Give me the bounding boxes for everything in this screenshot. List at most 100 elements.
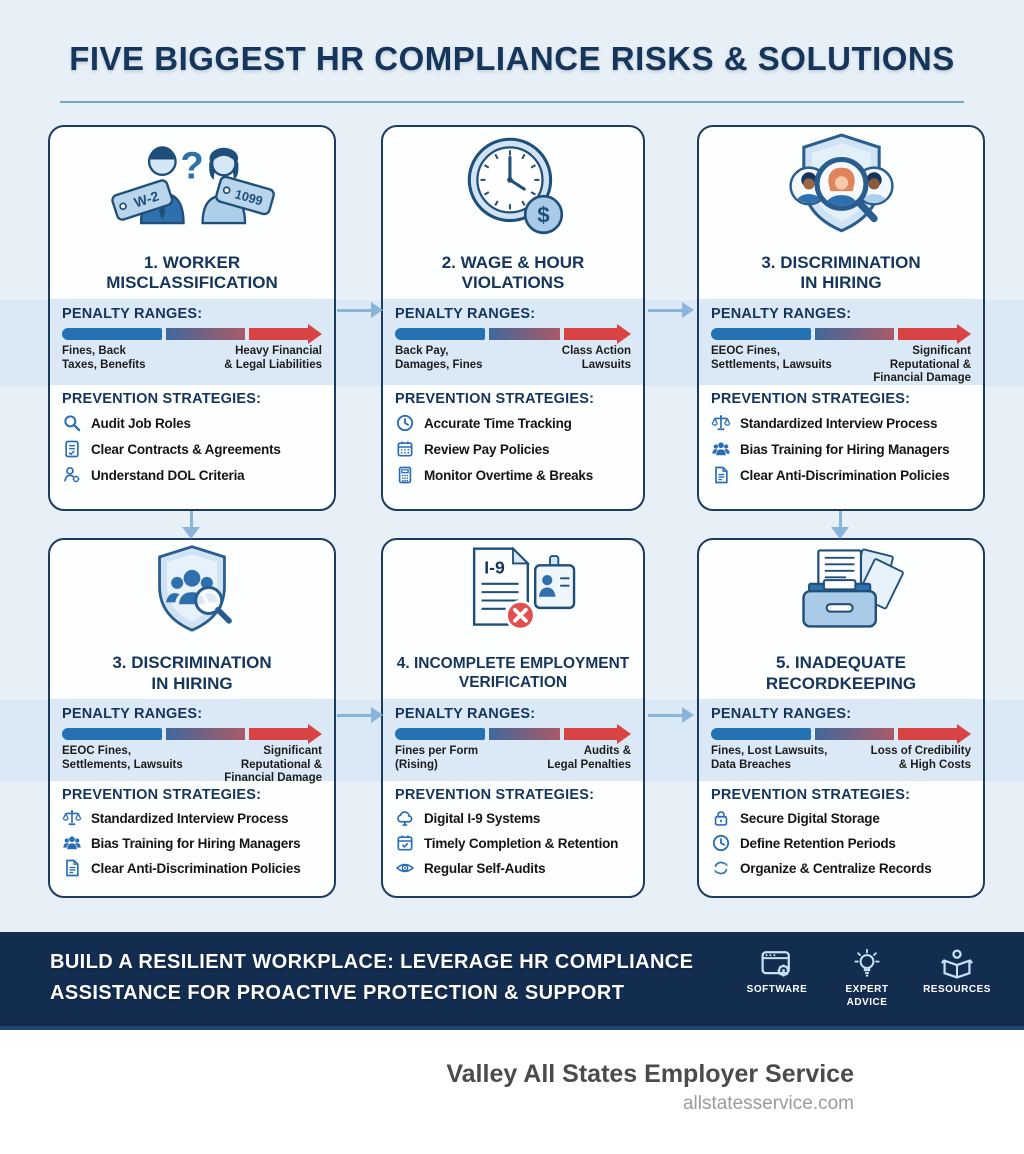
strategy-row: Define Retention Periods xyxy=(711,833,971,853)
svg-text:I-9: I-9 xyxy=(484,558,505,578)
card-title: 4. INCOMPLETE EMPLOYMENT VERIFICATION xyxy=(396,655,630,691)
penalty-heading: PENALTY RANGES: xyxy=(395,706,536,722)
cloud-icon xyxy=(395,808,415,828)
i9-verification-icon: I-9 xyxy=(472,546,576,631)
penalty-gradient-arrow xyxy=(62,323,322,344)
website-url: allstatesservice.com xyxy=(682,1093,854,1114)
strategy-label: Clear Anti-Discrimination Policies xyxy=(740,467,950,483)
strategy-row: Accurate Time Tracking xyxy=(395,413,631,433)
search-icon xyxy=(62,413,82,433)
strategy-row: Bias Training for Hiring Managers xyxy=(62,833,322,853)
scales-icon xyxy=(62,808,82,828)
risk-card-6-recordkeeping: 5. INADEQUATE RECORDKEEPING PENALTY RANG… xyxy=(697,538,985,898)
clock-icon xyxy=(395,413,415,433)
title-underline xyxy=(60,101,964,103)
eye-icon xyxy=(395,858,415,878)
svg-text:$: $ xyxy=(537,203,550,228)
prevention-heading: PREVENTION STRATEGIES: xyxy=(711,787,911,803)
strategy-label: Define Retention Periods xyxy=(740,835,896,851)
people-group-icon xyxy=(62,833,82,853)
book-reader-icon xyxy=(940,948,974,980)
penalty-heading: PENALTY RANGES: xyxy=(62,706,203,722)
scales-icon xyxy=(711,413,731,433)
penalty-section: PENALTY RANGES: Fines, Lost Lawsuits, Da… xyxy=(699,699,983,781)
risk-card-3-discrimination: 3. DISCRIMINATION IN HIRING PENALTY RANG… xyxy=(697,125,985,511)
penalty-low-label: EEOC Fines, Settlements, Lawsuits xyxy=(711,345,832,371)
shield-candidates-icon xyxy=(788,133,894,233)
penalty-high-label: Audits & Legal Penalties xyxy=(547,745,631,771)
lightbulb-icon xyxy=(850,948,884,980)
penalty-heading: PENALTY RANGES: xyxy=(395,306,536,322)
strategy-row: Standardized Interview Process xyxy=(711,413,971,433)
policy-document-icon xyxy=(62,858,82,878)
contract-icon xyxy=(62,439,82,459)
strategy-label: Bias Training for Hiring Managers xyxy=(91,835,301,851)
service-item-expert-advice: EXPERT ADVICE xyxy=(830,948,904,1009)
strategy-row: Monitor Overtime & Breaks xyxy=(395,465,631,485)
penalty-high-label: Heavy Financial & Legal Liabilities xyxy=(224,345,322,371)
risk-card-2-wage-hour: $ 2. WAGE & HOUR VIOLATIONS PENALTY RANG… xyxy=(381,125,645,511)
prevention-section: PREVENTION STRATEGIES: Accurate Time Tra… xyxy=(383,385,643,485)
strategy-row: Timely Completion & Retention xyxy=(395,833,631,853)
strategy-row: Regular Self-Audits xyxy=(395,858,631,878)
card-title: 2. WAGE & HOUR VIOLATIONS xyxy=(441,252,585,292)
page-title: FIVE BIGGEST HR COMPLIANCE RISKS & SOLUT… xyxy=(69,40,955,77)
strategy-label: Review Pay Policies xyxy=(424,441,550,457)
strategy-label: Regular Self-Audits xyxy=(424,860,546,876)
policy-document-icon xyxy=(711,465,731,485)
strategy-label: Accurate Time Tracking xyxy=(424,415,572,431)
strategy-row: Digital I-9 Systems xyxy=(395,808,631,828)
strategy-label: Monitor Overtime & Breaks xyxy=(424,467,594,483)
strategy-row: Organize & Centralize Records xyxy=(711,858,971,878)
service-item-label: EXPERT ADVICE xyxy=(845,984,889,1008)
calendar-icon xyxy=(395,439,415,459)
strategy-label: Secure Digital Storage xyxy=(740,810,880,826)
people-group-icon xyxy=(711,439,731,459)
prevention-section: PREVENTION STRATEGIES: Standardized Inte… xyxy=(50,781,334,878)
svg-text:W-2: W-2 xyxy=(132,188,161,210)
service-items: SOFTWARE EXPERT ADVICE RESOURCES xyxy=(740,948,994,1009)
prevention-section: PREVENTION STRATEGIES: Digital I-9 Syste… xyxy=(383,781,643,878)
penalty-high-label: Class Action Lawsuits xyxy=(561,345,631,371)
card-title: 3. DISCRIMINATION IN HIRING xyxy=(761,252,921,292)
strategy-label: Organize & Centralize Records xyxy=(740,860,932,876)
card-title: 1. WORKER MISCLASSIFICATION xyxy=(106,252,278,292)
penalty-section: PENALTY RANGES: EEOC Fines, Settlements,… xyxy=(50,699,334,784)
penalty-gradient-arrow xyxy=(711,323,971,344)
penalty-low-label: Back Pay, Damages, Fines xyxy=(395,345,483,371)
strategy-label: Standardized Interview Process xyxy=(91,810,289,826)
prevention-section: PREVENTION STRATEGIES: Secure Digital St… xyxy=(699,781,983,878)
prevention-heading: PREVENTION STRATEGIES: xyxy=(395,391,595,407)
penalty-section: PENALTY RANGES: EEOC Fines, Settlements,… xyxy=(699,299,983,385)
penalty-heading: PENALTY RANGES: xyxy=(711,706,852,722)
service-item-label: RESOURCES xyxy=(923,984,991,995)
footer: Valley All States Employer Service allst… xyxy=(0,1030,1024,1154)
prevention-heading: PREVENTION STRATEGIES: xyxy=(62,787,262,803)
cta-line1: BUILD A RESILIENT WORKPLACE: LEVERAGE HR… xyxy=(50,951,694,973)
strategy-row: Secure Digital Storage xyxy=(711,808,971,828)
arrow-right-icon xyxy=(648,707,695,724)
service-item-label: SOFTWARE xyxy=(746,984,808,995)
penalty-low-label: Fines per Form (Rising) xyxy=(395,745,479,771)
card-title: 3. DISCRIMINATION IN HIRING xyxy=(112,653,272,693)
strategy-label: Understand DOL Criteria xyxy=(91,467,245,483)
svg-text:?: ? xyxy=(180,145,203,188)
prevention-section: PREVENTION STRATEGIES: Audit Job Roles C… xyxy=(50,385,334,485)
strategy-label: Clear Contracts & Agreements xyxy=(91,441,281,457)
penalty-low-label: Fines, Lost Lawsuits, Data Breaches xyxy=(711,745,828,771)
strategy-label: Timely Completion & Retention xyxy=(424,835,619,851)
cta-banner: BUILD A RESILIENT WORKPLACE: LEVERAGE HR… xyxy=(0,932,1024,1030)
strategy-row: Clear Contracts & Agreements xyxy=(62,439,322,459)
strategy-label: Clear Anti-Discrimination Policies xyxy=(91,860,301,876)
strategy-row: Audit Job Roles xyxy=(62,413,322,433)
cta-line2: ASSISTANCE FOR PROACTIVE PROTECTION & SU… xyxy=(50,982,625,1004)
software-icon xyxy=(760,948,794,980)
penalty-heading: PENALTY RANGES: xyxy=(62,306,203,322)
penalty-gradient-arrow xyxy=(395,323,631,344)
strategy-row: Bias Training for Hiring Managers xyxy=(711,439,971,459)
risk-card-5-employment-verification: I-9 4. INCOMPLETE EMPLOYMENT VERIFICATIO… xyxy=(381,538,645,898)
shield-group-icon xyxy=(158,545,232,632)
strategy-label: Standardized Interview Process xyxy=(740,415,938,431)
clock-dollar-icon: $ xyxy=(467,137,564,235)
